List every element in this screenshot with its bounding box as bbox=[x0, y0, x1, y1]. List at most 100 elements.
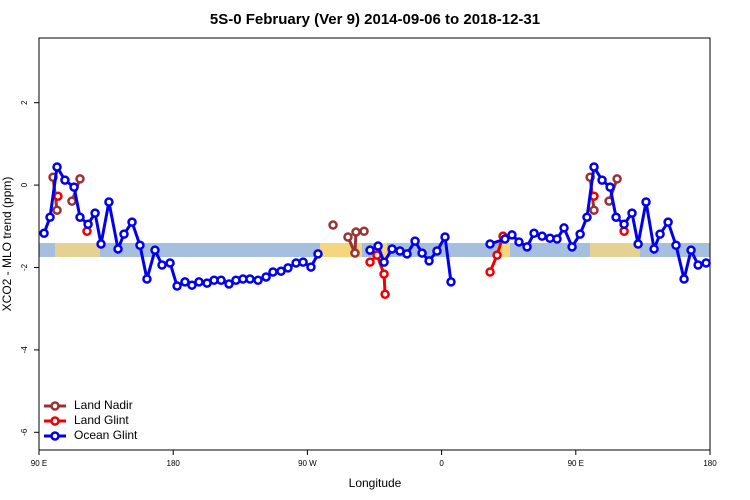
point bbox=[589, 162, 599, 172]
legend-label: Land Glint bbox=[74, 413, 129, 427]
legend-label: Ocean Glint bbox=[74, 428, 138, 442]
x-tick-label: 180 bbox=[703, 459, 717, 468]
point bbox=[679, 274, 689, 284]
point bbox=[663, 217, 673, 227]
point bbox=[424, 256, 434, 266]
point bbox=[417, 248, 427, 258]
point bbox=[224, 279, 234, 289]
point bbox=[83, 219, 93, 229]
point bbox=[379, 257, 389, 267]
point bbox=[686, 245, 696, 255]
plot-frame bbox=[38, 37, 711, 451]
point bbox=[104, 197, 114, 207]
point bbox=[351, 227, 361, 237]
point bbox=[283, 263, 293, 273]
point bbox=[216, 275, 226, 286]
point bbox=[432, 246, 442, 256]
point bbox=[142, 274, 152, 284]
land-patch bbox=[55, 243, 100, 257]
point bbox=[53, 191, 63, 201]
point bbox=[582, 212, 592, 222]
point bbox=[313, 249, 323, 259]
point bbox=[485, 239, 495, 249]
point bbox=[649, 244, 659, 254]
land-patch bbox=[590, 243, 640, 257]
point bbox=[90, 208, 100, 218]
point bbox=[127, 217, 137, 227]
point bbox=[612, 174, 622, 184]
point bbox=[135, 240, 145, 250]
point bbox=[500, 234, 510, 244]
point bbox=[655, 229, 665, 239]
point bbox=[589, 205, 599, 215]
land-patch bbox=[500, 243, 510, 257]
point bbox=[67, 196, 77, 206]
point bbox=[597, 175, 607, 185]
point bbox=[485, 267, 495, 277]
point bbox=[113, 244, 123, 254]
chart-title: 5S-0 February (Ver 9) 2014-09-06 to 2018… bbox=[210, 11, 540, 28]
point bbox=[359, 226, 369, 236]
point bbox=[69, 182, 79, 192]
y-tick-label: -2 bbox=[20, 263, 29, 271]
point bbox=[552, 234, 562, 244]
point bbox=[276, 266, 286, 276]
point bbox=[350, 248, 360, 258]
y-tick-label: 2 bbox=[20, 100, 29, 105]
point bbox=[253, 275, 263, 286]
x-tick-label: 90 E bbox=[568, 459, 584, 468]
point bbox=[402, 249, 412, 259]
point bbox=[575, 229, 585, 239]
point bbox=[701, 258, 711, 268]
point bbox=[611, 212, 621, 222]
point bbox=[180, 277, 190, 287]
point bbox=[245, 274, 255, 284]
point bbox=[373, 241, 383, 251]
y-tick-label: 0 bbox=[20, 182, 29, 187]
point bbox=[306, 262, 316, 272]
x-tick-label: 90 E bbox=[31, 459, 47, 468]
x-tick-label: 180 bbox=[167, 459, 181, 468]
point bbox=[150, 245, 160, 255]
point bbox=[39, 228, 49, 239]
point bbox=[671, 240, 681, 250]
point bbox=[380, 289, 390, 300]
point bbox=[157, 260, 167, 270]
point bbox=[75, 174, 85, 184]
y-tick-label: -4 bbox=[20, 346, 29, 354]
land-patch bbox=[378, 243, 387, 257]
point bbox=[522, 242, 532, 252]
point bbox=[627, 208, 637, 218]
point bbox=[379, 269, 389, 279]
point bbox=[60, 175, 70, 185]
point bbox=[507, 230, 517, 240]
point bbox=[187, 280, 197, 290]
point bbox=[45, 212, 55, 222]
y-tick-label: -6 bbox=[20, 428, 29, 436]
x-tick-label: 0 bbox=[439, 459, 444, 468]
point bbox=[119, 229, 129, 239]
point bbox=[343, 232, 353, 242]
point bbox=[693, 260, 703, 270]
legend-marker bbox=[50, 416, 60, 426]
point bbox=[514, 237, 524, 247]
point bbox=[492, 250, 502, 260]
point bbox=[567, 242, 577, 252]
point bbox=[328, 220, 338, 230]
point bbox=[446, 277, 456, 287]
point bbox=[529, 228, 539, 239]
point bbox=[52, 205, 62, 215]
point bbox=[641, 197, 651, 207]
point bbox=[365, 245, 375, 255]
point bbox=[268, 267, 278, 277]
point bbox=[298, 257, 308, 267]
point bbox=[619, 219, 629, 229]
legend-marker bbox=[50, 401, 60, 411]
y-axis-label: XCO2 - MLO trend (ppm) bbox=[0, 177, 14, 312]
point bbox=[194, 277, 204, 287]
point bbox=[96, 239, 106, 249]
point bbox=[537, 231, 547, 241]
point bbox=[165, 258, 175, 268]
point bbox=[605, 182, 615, 192]
